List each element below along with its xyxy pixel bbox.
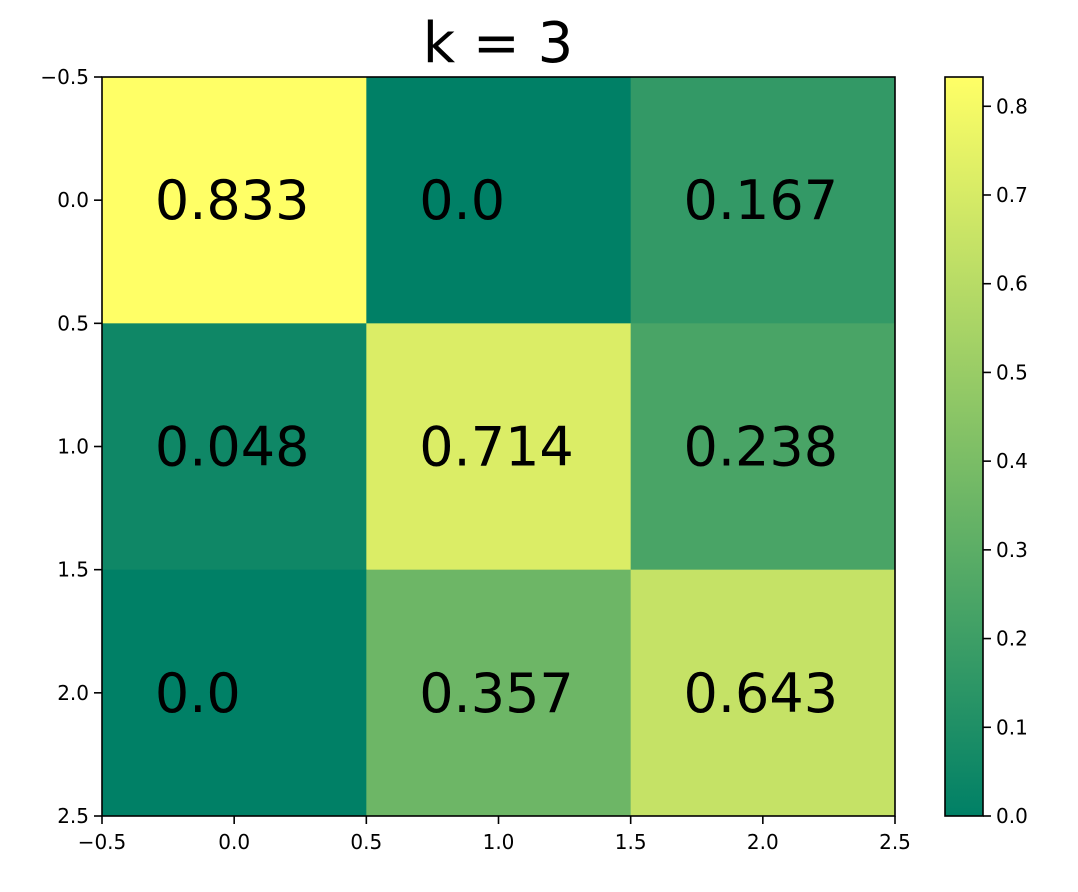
y-axis: −0.5 0.0 0.5 1.0 1.5 2.0 2.5 [40, 65, 102, 828]
heatmap-cell-r0-c1 [366, 77, 632, 324]
heatmap-cell-r1-c2 [630, 323, 896, 571]
cell-label-r1-c0: 0.048 [155, 416, 310, 479]
heatmap-cell-r2-c1 [366, 569, 632, 817]
colorbar-tick-label: 0.4 [996, 449, 1028, 473]
colorbar-tick-label: 0.1 [996, 715, 1028, 739]
colorbar-tick-label: 0.6 [996, 272, 1028, 296]
x-tick-label: 0.0 [218, 830, 250, 854]
cell-label-r0-c0: 0.833 [155, 169, 310, 232]
x-tick-label: 0.5 [350, 830, 382, 854]
x-tick-label: −0.5 [78, 830, 127, 854]
y-tick-label: 2.0 [57, 681, 89, 705]
colorbar-tick-label: 0.7 [996, 183, 1028, 207]
heatmap-cell-r2-c2 [630, 569, 896, 817]
x-tick-label: 1.5 [615, 830, 647, 854]
y-tick-label: 0.5 [57, 311, 89, 335]
cell-label-r2-c1: 0.357 [419, 662, 574, 725]
colorbar-tick-label: 0.8 [996, 94, 1028, 118]
cell-label-r1-c2: 0.238 [684, 416, 839, 479]
heatmap-cell-r0-c0 [102, 77, 367, 324]
colorbar [944, 76, 984, 817]
y-tick-label: 1.0 [57, 435, 89, 459]
heatmap-cell-r1-c1 [366, 323, 632, 571]
heatmap-cell-r1-c0 [102, 323, 367, 571]
cell-label-r0-c1: 0.0 [419, 169, 505, 232]
colorbar-tick-label: 0.3 [996, 538, 1028, 562]
heatmap-cell-r2-c0 [102, 569, 367, 817]
cell-label-r2-c0: 0.0 [155, 662, 241, 725]
cell-label-r0-c2: 0.167 [684, 169, 839, 232]
cell-label-r2-c2: 0.643 [684, 662, 839, 725]
colorbar-axis: 0.0 0.1 0.2 0.3 0.4 0.5 0.6 0.7 0.8 [983, 94, 1028, 828]
heatmap-cell-r0-c2 [630, 77, 896, 324]
cell-label-r1-c1: 0.714 [419, 416, 574, 479]
x-tick-label: 1.0 [483, 830, 515, 854]
colorbar-tick-label: 0.5 [996, 360, 1028, 384]
chart-title: k = 3 [423, 11, 574, 76]
x-axis: −0.5 0.0 0.5 1.0 1.5 2.0 2.5 [78, 816, 911, 854]
heatmap-cell-labels: 0.833 0.0 0.167 0.048 0.714 0.238 0.0 0.357 0.64… [155, 169, 838, 725]
y-tick-label: 1.5 [57, 558, 89, 582]
y-tick-label: −0.5 [40, 65, 89, 89]
x-tick-label: 2.5 [879, 830, 911, 854]
y-tick-label: 0.0 [57, 188, 89, 212]
colorbar-tick-label: 0.2 [996, 627, 1028, 651]
colorbar-tick-label: 0.0 [996, 804, 1028, 828]
heatmap-cells [102, 77, 896, 817]
y-tick-label: 2.5 [57, 804, 89, 828]
x-tick-label: 2.0 [747, 830, 779, 854]
